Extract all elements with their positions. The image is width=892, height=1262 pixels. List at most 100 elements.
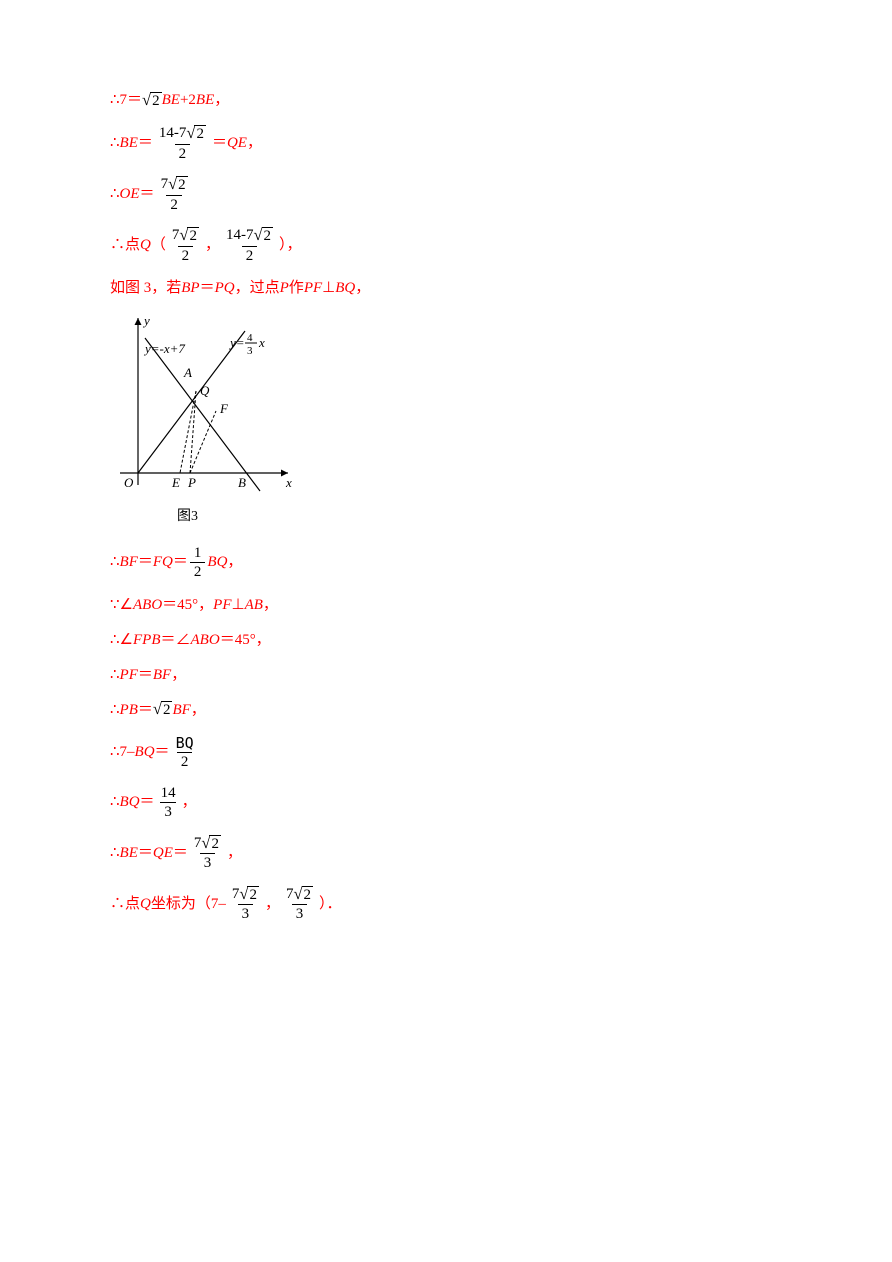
var: BQ <box>120 792 140 813</box>
text: ∴7＝ <box>110 90 142 111</box>
fraction: 7√2 3 <box>190 835 225 872</box>
text: ＝ <box>200 278 215 299</box>
step-line: ∴ BE ＝ QE ＝ 7√2 3 ， <box>110 835 892 872</box>
text: ∴ <box>110 184 120 205</box>
var: QE <box>227 133 247 154</box>
fraction: 7√2 3 <box>228 886 263 923</box>
step-line: 如图 3，若 BP ＝ PQ ，过点 P 作 PF ⊥ BQ ， <box>110 278 892 299</box>
svg-text:O: O <box>124 475 134 490</box>
var: PF <box>304 278 322 299</box>
text: ＝45°， <box>162 595 213 616</box>
text: ∴ <box>110 133 120 154</box>
var: BE <box>120 133 138 154</box>
text: ∵∠ <box>110 595 133 616</box>
step-line: ∴点 Q 坐标为（7– 7√2 3 ， 7√2 3 ）． <box>110 886 892 923</box>
text: ∴ <box>110 665 120 686</box>
sqrt: √2 <box>153 701 173 719</box>
step-line: ∴ PF ＝ BF ， <box>110 665 892 686</box>
text: ）， <box>279 235 302 256</box>
var: OE <box>120 184 140 205</box>
var: PF <box>213 595 231 616</box>
text: ＝ <box>140 792 155 813</box>
text: ∴∠ <box>110 630 133 651</box>
text: ，过点 <box>235 278 280 299</box>
coordinate-plot: yxOAQFEPBy=-x+7y=43x <box>110 313 295 498</box>
text: ∴ <box>110 792 120 813</box>
text: ＝ <box>140 184 155 205</box>
sqrt: √2 <box>142 92 162 110</box>
var: Q <box>140 894 151 915</box>
text: +2 <box>180 90 196 111</box>
fraction: 7√2 2 <box>168 227 203 264</box>
var: Q <box>140 235 151 256</box>
svg-text:A: A <box>183 365 192 380</box>
step-line: ∵∠ ABO ＝45°， PF ⊥ AB ， <box>110 595 892 616</box>
text: ∴ <box>110 552 120 573</box>
text: ＝ <box>138 133 153 154</box>
var: ABO <box>191 630 220 651</box>
var: PB <box>120 700 138 721</box>
text: （ <box>151 235 166 256</box>
var: ABO <box>133 595 162 616</box>
text: ∴点 <box>110 894 140 915</box>
text: ）． <box>319 894 342 915</box>
var: BQ <box>135 742 155 763</box>
step-line: ∴ PB ＝ √2 BF ， <box>110 700 892 721</box>
text: ＝ <box>138 552 153 573</box>
svg-text:y: y <box>142 313 150 328</box>
text: ＝ <box>138 700 153 721</box>
text: ， <box>171 665 186 686</box>
fraction: 7√2 3 <box>282 886 317 923</box>
step-line: ∴∠ FPB ＝∠ ABO ＝45°， <box>110 630 892 651</box>
svg-text:y=-x+7: y=-x+7 <box>143 341 185 356</box>
fraction: 14 3 <box>157 785 180 821</box>
var: BQ <box>207 552 227 573</box>
step-line: ∴ BQ ＝ 14 3 ， <box>110 785 892 821</box>
text: ＝45°， <box>220 630 271 651</box>
fraction: 14-7√2 2 <box>222 227 277 264</box>
text: 作 <box>289 278 304 299</box>
var: PF <box>120 665 138 686</box>
var: BE <box>162 90 180 111</box>
text: ， <box>227 843 242 864</box>
var: PQ <box>215 278 235 299</box>
var: BP <box>181 278 199 299</box>
step-line: ∴7＝ √2 BE +2 BE ， <box>110 90 892 111</box>
svg-text:y=: y= <box>228 335 245 350</box>
diagram-figure-3: yxOAQFEPBy=-x+7y=43x 图3 <box>110 313 892 527</box>
fraction: BQ 2 <box>172 735 198 771</box>
var: BE <box>196 90 214 111</box>
svg-text:x: x <box>285 475 292 490</box>
text: ， <box>227 552 242 573</box>
text: ＝ <box>212 133 227 154</box>
svg-text:E: E <box>171 475 180 490</box>
text: ＝ <box>138 665 153 686</box>
text: ⊥ <box>232 595 245 616</box>
text: ＝∠ <box>161 630 191 651</box>
text: ∴点 <box>110 235 140 256</box>
text: ∴ <box>110 700 120 721</box>
step-line: ∴7– BQ ＝ BQ 2 <box>110 735 892 771</box>
step-line: ∴点 Q （ 7√2 2 ， 14-7√2 2 ）， <box>110 227 892 264</box>
var: BF <box>153 665 171 686</box>
var: BE <box>120 843 138 864</box>
text: ， <box>355 278 370 299</box>
text: ＝ <box>173 843 188 864</box>
fraction: 7√2 2 <box>157 176 192 213</box>
text: ， <box>263 595 278 616</box>
text: ， <box>265 894 280 915</box>
text: ⊥ <box>322 278 335 299</box>
svg-text:B: B <box>238 475 246 490</box>
text: 坐标为（7– <box>151 894 226 915</box>
svg-text:Q: Q <box>200 383 210 398</box>
step-line: ∴ BE ＝ 14-7√2 2 ＝ QE ， <box>110 125 892 162</box>
text: ， <box>214 90 229 111</box>
svg-text:3: 3 <box>247 345 253 357</box>
var: AB <box>245 595 263 616</box>
text: ＝ <box>155 742 170 763</box>
text: ∴ <box>110 843 120 864</box>
var: FQ <box>153 552 173 573</box>
step-line: ∴ BF ＝ FQ ＝ 1 2 BQ ， <box>110 545 892 581</box>
svg-text:P: P <box>187 475 196 490</box>
fraction: 14-7√2 2 <box>155 125 210 162</box>
